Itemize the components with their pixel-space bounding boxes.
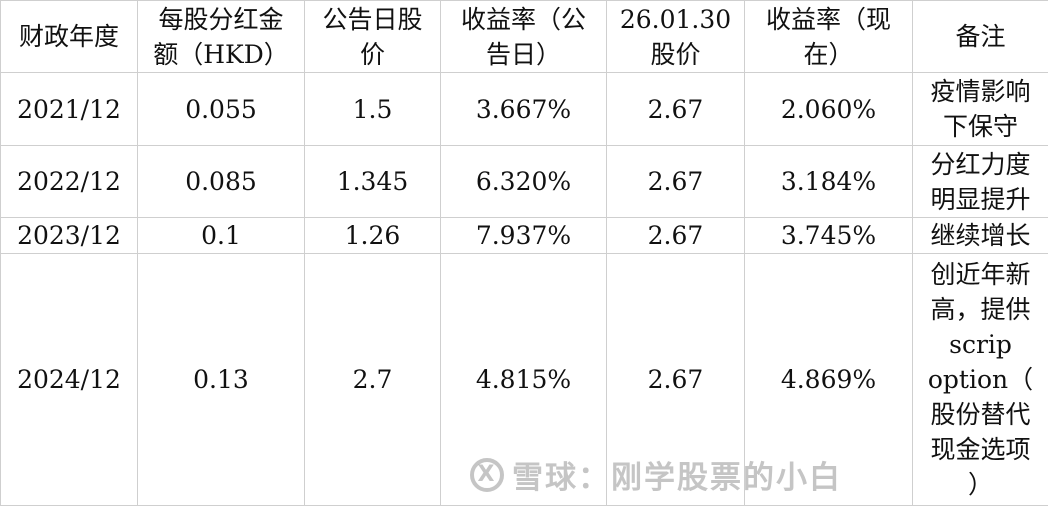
cell-line: 备注 xyxy=(913,19,1048,54)
price-cell: 1.5 xyxy=(305,73,441,146)
year-cell: 2024/12 xyxy=(1,254,138,506)
cell-line: 价 xyxy=(305,37,440,72)
cell-line: 2021/12 xyxy=(1,92,137,127)
xueqiu-logo-icon: X xyxy=(470,458,504,492)
cell-line: 2.67 xyxy=(607,92,744,127)
header-cell: 收益率（现在） xyxy=(745,1,913,73)
cell-line: 1.26 xyxy=(305,218,440,253)
cell-line: 4.869% xyxy=(745,362,912,397)
cell-line: 分红力度 xyxy=(913,147,1048,182)
cell-line: 7.937% xyxy=(441,218,606,253)
yield-now-cell: 3.184% xyxy=(745,146,913,218)
cell-line: 股价 xyxy=(607,37,744,72)
cell-line: 2.67 xyxy=(607,164,744,199)
cell-line: 收益率（现 xyxy=(745,2,912,37)
cell-line: 2.7 xyxy=(305,362,440,397)
price-cell: 1.345 xyxy=(305,146,441,218)
cell-line: 2022/12 xyxy=(1,164,137,199)
dps-cell: 0.13 xyxy=(138,254,305,506)
cell-line: 2.67 xyxy=(607,218,744,253)
cell-line: 现金选项 xyxy=(913,432,1048,467)
header-cell: 收益率（公告日） xyxy=(441,1,607,73)
header-cell: 每股分红金额（HKD） xyxy=(138,1,305,73)
cell-line: scrip xyxy=(913,327,1048,362)
yield-now-cell: 3.745% xyxy=(745,218,913,254)
cell-line: 1.345 xyxy=(305,164,440,199)
cell-line: 疫情影响 xyxy=(913,74,1048,109)
cell-line: 1.5 xyxy=(305,92,440,127)
cell-line: 2.67 xyxy=(607,362,744,397)
watermark: X 雪球：刚学股票的小白 xyxy=(470,452,842,497)
cell-line: 收益率（公 xyxy=(441,2,606,37)
cell-line: 0.085 xyxy=(138,164,304,199)
cell-line: 0.13 xyxy=(138,362,304,397)
cell-line: 额（HKD） xyxy=(138,37,304,72)
cell-line: 3.745% xyxy=(745,218,912,253)
note-cell: 继续增长 xyxy=(913,218,1048,254)
dps-cell: 0.1 xyxy=(138,218,305,254)
dps-cell: 0.085 xyxy=(138,146,305,218)
cell-line: 2024/12 xyxy=(1,362,137,397)
cell-line: 创近年新 xyxy=(913,257,1048,292)
cell-line: 公告日股 xyxy=(305,2,440,37)
cell-line: 26.01.30 xyxy=(607,2,744,37)
cell-line: 2.060% xyxy=(745,92,912,127)
cell-line: 3.184% xyxy=(745,164,912,199)
cell-line: 2023/12 xyxy=(1,218,137,253)
yield-announce-cell: 6.320% xyxy=(441,146,607,218)
price-now-cell: 2.67 xyxy=(607,73,745,146)
header-cell: 备注 xyxy=(913,1,1048,73)
cell-line: 3.667% xyxy=(441,92,606,127)
cell-line: 6.320% xyxy=(441,164,606,199)
note-cell: 疫情影响下保守 xyxy=(913,73,1048,146)
yield-announce-cell: 7.937% xyxy=(441,218,607,254)
price-now-cell: 2.67 xyxy=(607,218,745,254)
year-cell: 2022/12 xyxy=(1,146,138,218)
cell-line: 在） xyxy=(745,37,912,72)
cell-line: 0.1 xyxy=(138,218,304,253)
note-cell: 分红力度明显提升 xyxy=(913,146,1048,218)
cell-line: 继续增长 xyxy=(913,218,1048,253)
yield-now-cell: 2.060% xyxy=(745,73,913,146)
cell-line: 高，提供 xyxy=(913,292,1048,327)
year-cell: 2021/12 xyxy=(1,73,138,146)
cell-line: 4.815% xyxy=(441,362,606,397)
yield-announce-cell: 3.667% xyxy=(441,73,607,146)
dps-cell: 0.055 xyxy=(138,73,305,146)
cell-line: option（ xyxy=(913,362,1048,397)
cell-line: 明显提升 xyxy=(913,182,1048,217)
cell-line: 下保守 xyxy=(913,109,1048,144)
price-cell: 1.26 xyxy=(305,218,441,254)
cell-line: 股份替代 xyxy=(913,397,1048,432)
cell-line: 0.055 xyxy=(138,92,304,127)
cell-line: ） xyxy=(913,467,1048,502)
cell-line: 每股分红金 xyxy=(138,2,304,37)
price-now-cell: 2.67 xyxy=(607,146,745,218)
year-cell: 2023/12 xyxy=(1,218,138,254)
watermark-text: 雪球：刚学股票的小白 xyxy=(512,452,842,497)
cell-line: 财政年度 xyxy=(1,19,137,54)
header-cell: 公告日股价 xyxy=(305,1,441,73)
cell-line: 告日） xyxy=(441,37,606,72)
price-cell: 2.7 xyxy=(305,254,441,506)
header-cell: 财政年度 xyxy=(1,1,138,73)
